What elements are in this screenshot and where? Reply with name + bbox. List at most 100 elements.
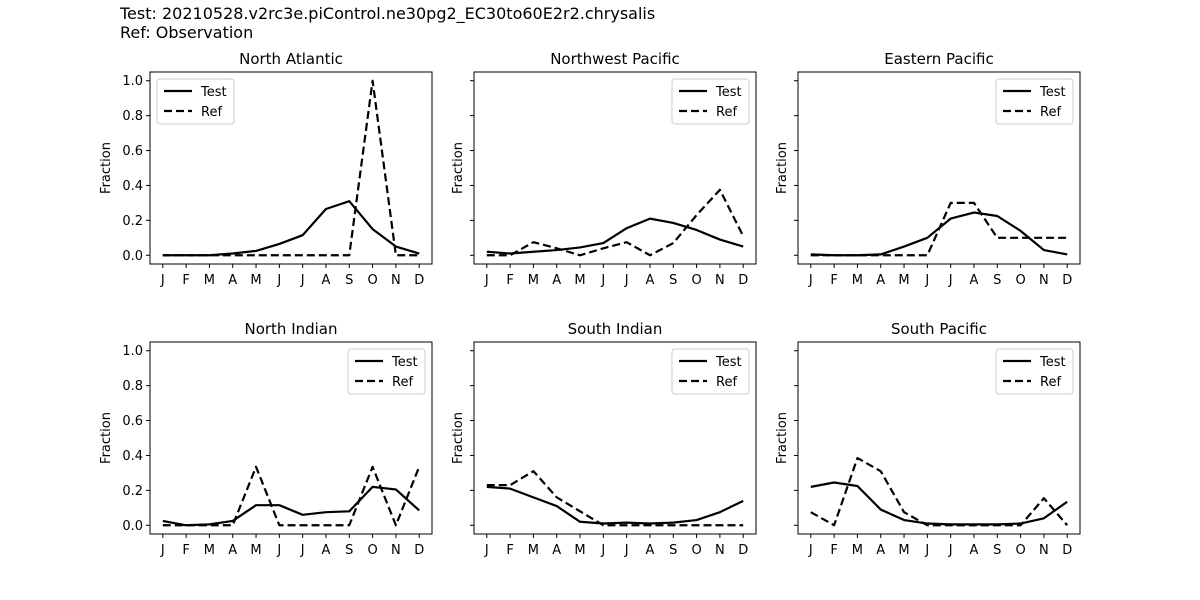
x-tick-label: S xyxy=(993,273,1001,288)
y-tick-label: 0.0 xyxy=(122,519,143,534)
y-tick-label: 0.2 xyxy=(122,484,143,499)
x-tick-label: A xyxy=(970,273,979,288)
x-tick-label: J xyxy=(484,543,489,558)
y-tick-label: 0.4 xyxy=(122,449,143,464)
x-tick-label: M xyxy=(250,543,261,558)
x-tick-label: N xyxy=(715,543,725,558)
chart-title: South Indian xyxy=(568,320,663,338)
legend-test-label: Test xyxy=(1039,85,1066,100)
chart-title: North Indian xyxy=(244,320,337,338)
x-tick-label: D xyxy=(1062,543,1072,558)
x-tick-label: A xyxy=(322,273,331,288)
x-tick-label: D xyxy=(738,273,748,288)
chart-title: Northwest Pacific xyxy=(550,50,680,68)
x-tick-label: J xyxy=(300,543,305,558)
x-tick-label: F xyxy=(506,273,513,288)
x-tick-label: J xyxy=(600,273,605,288)
y-axis-label: Fraction xyxy=(99,142,114,194)
x-tick-label: O xyxy=(691,543,701,558)
x-tick-label: J xyxy=(948,543,953,558)
y-axis-label: Fraction xyxy=(775,142,790,194)
x-tick-label: S xyxy=(345,273,353,288)
x-tick-label: F xyxy=(830,273,837,288)
x-tick-label: J xyxy=(484,273,489,288)
plot-frame xyxy=(473,71,757,265)
legend-test-label: Test xyxy=(715,355,742,370)
x-tick-label: J xyxy=(160,543,165,558)
chart-panel: North Indian Fraction 0.0 0.2 0.4 0.6 0.8 1.0 J F… xyxy=(99,320,433,558)
ref-series-line xyxy=(486,470,744,527)
x-tick-label: F xyxy=(506,543,513,558)
ref-series-line xyxy=(486,188,745,257)
x-tick-label: J xyxy=(276,273,281,288)
x-tick-label: M xyxy=(204,273,215,288)
legend-test-label: Test xyxy=(715,85,742,100)
legend: Test Ref xyxy=(347,348,426,395)
x-tick-label: A xyxy=(646,273,655,288)
legend-ref-label: Ref xyxy=(1040,375,1061,390)
y-axis-label: Fraction xyxy=(99,412,114,464)
plot-frame xyxy=(473,341,757,535)
x-tick-label: J xyxy=(924,273,929,288)
legend-ref-label: Ref xyxy=(201,105,222,120)
y-tick-label: 0.2 xyxy=(122,214,143,229)
y-tick-label: 1.0 xyxy=(122,74,143,89)
legend-ref-label: Ref xyxy=(1040,105,1061,120)
x-tick-label: A xyxy=(970,543,979,558)
y-tick-label: 0.6 xyxy=(122,414,143,429)
ref-label: Ref: Observation xyxy=(120,23,254,42)
x-tick-label: F xyxy=(182,543,189,558)
legend-ref-label: Ref xyxy=(716,105,737,120)
x-tick-label: O xyxy=(1015,543,1025,558)
x-tick-label: D xyxy=(738,543,748,558)
x-tick-label: J xyxy=(160,273,165,288)
test-series-line xyxy=(810,481,1068,526)
x-tick-label: N xyxy=(391,543,401,558)
chart-title: North Atlantic xyxy=(239,50,343,68)
legend-ref-label: Ref xyxy=(392,375,413,390)
x-tick-label: D xyxy=(1062,273,1072,288)
test-series-line xyxy=(162,200,420,257)
legend: Test Ref xyxy=(995,78,1074,125)
x-tick-label: A xyxy=(876,273,885,288)
plot-frame xyxy=(797,71,1081,265)
ref-series-line xyxy=(810,201,1068,257)
test-series-line xyxy=(486,485,744,525)
x-tick-label: J xyxy=(808,543,813,558)
x-tick-label: F xyxy=(182,273,189,288)
x-tick-label: A xyxy=(646,543,655,558)
x-tick-label: M xyxy=(528,543,539,558)
y-tick-label: 0.8 xyxy=(122,379,143,394)
x-tick-label: O xyxy=(367,543,377,558)
x-tick-label: M xyxy=(852,543,863,558)
test-label: Test: 20210528.v2rc3e.piControl.ne30pg2_… xyxy=(120,4,656,23)
y-tick-label: 0.0 xyxy=(122,249,143,264)
x-tick-label: S xyxy=(345,543,353,558)
x-tick-label: J xyxy=(948,273,953,288)
x-tick-label: M xyxy=(204,543,215,558)
x-tick-label: M xyxy=(528,273,539,288)
x-tick-label: N xyxy=(715,273,725,288)
x-tick-label: J xyxy=(276,543,281,558)
x-tick-label: A xyxy=(552,273,561,288)
x-tick-label: M xyxy=(852,273,863,288)
x-tick-label: O xyxy=(367,273,377,288)
test-series-line xyxy=(162,485,420,527)
ref-series-line xyxy=(162,79,420,257)
x-tick-label: O xyxy=(691,273,701,288)
x-tick-label: N xyxy=(1039,543,1049,558)
x-tick-label: J xyxy=(624,543,629,558)
x-tick-label: J xyxy=(600,543,605,558)
legend-test-label: Test xyxy=(391,355,418,370)
legend: Test Ref xyxy=(671,348,750,395)
plot-frame xyxy=(149,341,433,535)
y-tick-label: 0.8 xyxy=(122,109,143,124)
y-axis-label: Fraction xyxy=(451,412,466,464)
legend-test-label: Test xyxy=(1039,355,1066,370)
x-tick-label: M xyxy=(574,543,585,558)
plot-frame xyxy=(797,341,1081,535)
